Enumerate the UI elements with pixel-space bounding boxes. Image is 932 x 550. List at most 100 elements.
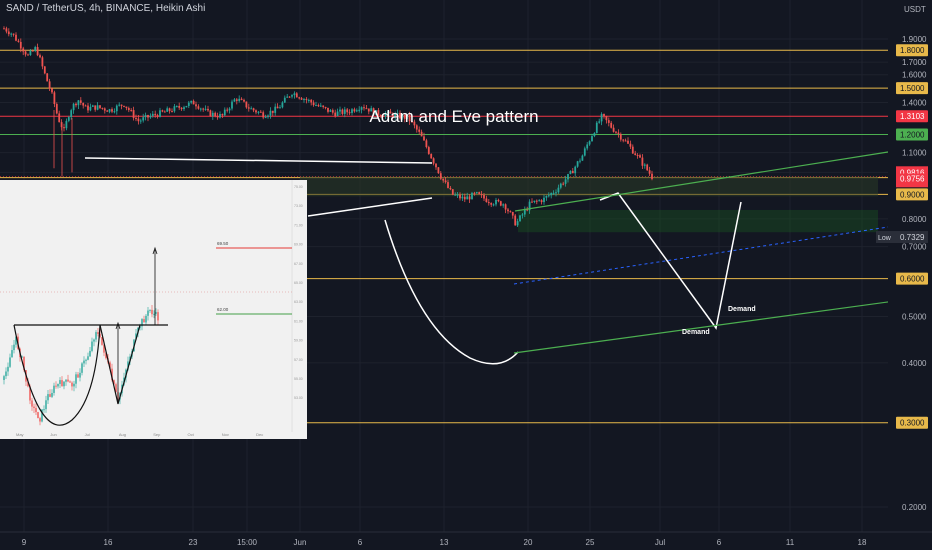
candle-body <box>19 41 22 49</box>
candle-body <box>497 199 500 202</box>
trend-line <box>307 197 433 217</box>
candle-body <box>377 110 380 116</box>
candle-body <box>399 112 401 119</box>
inset-candle-body <box>157 312 159 321</box>
candle-body <box>24 51 27 55</box>
candle-body <box>94 105 97 110</box>
candle-body <box>51 88 53 93</box>
currency-label: USDT <box>904 5 926 14</box>
candle-body <box>82 102 85 106</box>
candle-body <box>478 192 481 195</box>
candle-body <box>329 110 332 112</box>
candle-body <box>384 113 387 117</box>
demand-zone <box>300 176 878 197</box>
candle-body <box>617 132 620 134</box>
time-tick: 6 <box>358 538 363 547</box>
time-tick: Jun <box>294 538 307 547</box>
candle-body <box>245 101 248 108</box>
time-tick: Jul <box>655 538 665 547</box>
candle-body <box>461 196 464 199</box>
candle-body <box>389 111 392 114</box>
candle-body <box>331 110 334 113</box>
level-tag <box>896 272 928 285</box>
candle-body <box>142 117 145 121</box>
candle-body <box>264 117 267 119</box>
candle-body <box>183 107 185 110</box>
candle-body <box>72 103 75 111</box>
candle-body <box>243 99 245 102</box>
candle-body <box>439 173 442 179</box>
candle-body <box>36 47 39 56</box>
level-tag-text: 0.9000 <box>900 190 925 199</box>
candle-body <box>43 66 46 74</box>
candle-body <box>401 114 404 119</box>
candle-body <box>358 109 361 111</box>
candle-body <box>77 100 80 106</box>
candle-body <box>192 100 195 105</box>
candle-body <box>166 108 169 112</box>
candle-body <box>468 196 471 200</box>
inset-candle-body <box>141 319 143 327</box>
candle-body <box>435 163 437 168</box>
candle-body <box>459 194 461 199</box>
candle-body <box>305 99 308 101</box>
inset-candle-body <box>53 385 55 393</box>
candle-body <box>598 121 601 123</box>
price-tag <box>896 173 928 185</box>
candle-body <box>99 105 101 108</box>
candle-body <box>156 115 159 117</box>
candle-body <box>528 201 531 211</box>
candle-body <box>432 158 435 164</box>
candle-body <box>502 204 505 206</box>
candle-body <box>603 113 605 116</box>
candle-body <box>504 204 507 210</box>
candle-body <box>190 100 193 103</box>
inset-candle-body <box>155 312 157 314</box>
candle-body <box>291 95 293 97</box>
candle-body <box>346 109 349 113</box>
candle-body <box>235 99 238 101</box>
time-axis: 9 16 23 15:00 Jun 6 13 20 25 Jul 6 11 18 <box>0 531 932 550</box>
candle-body <box>615 131 617 133</box>
inset-candle-body <box>127 361 129 370</box>
level-tag-text: 1.5000 <box>900 84 925 93</box>
candle-body <box>53 92 56 104</box>
inset-candle-body <box>31 400 33 407</box>
inset-candle-body <box>151 309 153 315</box>
inset-candle-body <box>143 319 145 323</box>
candle-body <box>31 50 34 52</box>
candle-body <box>475 192 478 194</box>
demand-label: Demand <box>682 329 710 336</box>
candle-body <box>367 108 370 112</box>
price-axis-bg <box>888 0 932 532</box>
candle-body <box>607 120 610 123</box>
candle-body <box>540 200 543 203</box>
candle-body <box>130 110 133 112</box>
inset-candle-body <box>111 368 113 381</box>
inset-candle-body <box>89 350 91 357</box>
level-tag <box>896 416 928 429</box>
price-tick: 1.4000 <box>902 98 927 107</box>
candle-body <box>499 201 502 206</box>
inset-candle-body <box>113 380 115 385</box>
candle-body <box>317 105 320 107</box>
candle-body <box>569 170 572 174</box>
candle-body <box>574 166 577 174</box>
time-tick: 25 <box>586 538 595 547</box>
inset-candle-body <box>35 408 37 413</box>
level-tag <box>896 188 928 201</box>
inset-candle-body <box>87 356 89 360</box>
inset-x-tick: Jun <box>50 432 56 437</box>
price-tick: 0.5000 <box>902 313 927 322</box>
candle-body <box>22 48 25 52</box>
inset-y-tick: 53.00 <box>294 396 303 400</box>
level-tag-text: 0.3000 <box>900 419 925 428</box>
candle-body <box>159 110 161 117</box>
candle-body <box>300 98 303 100</box>
candle-body <box>391 113 394 118</box>
candles <box>3 26 653 227</box>
candle-body <box>600 113 603 122</box>
price-tick: 1.1000 <box>902 149 927 158</box>
inset-candle-body <box>97 332 99 334</box>
